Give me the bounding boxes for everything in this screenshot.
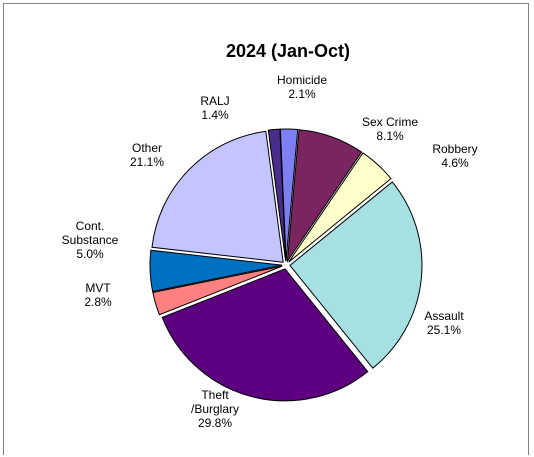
slice-labels: Homicide 2.1% Sex Crime 8.1% Robbery 4.6% Assa… bbox=[62, 73, 478, 430]
slice-robbery bbox=[288, 152, 392, 263]
slice-label: Assault 25.1% bbox=[424, 309, 464, 337]
slice-label: Robbery 4.6% bbox=[432, 142, 477, 170]
slice-label: Theft/Burglary 29.8% bbox=[191, 388, 239, 430]
slice-sex-crime bbox=[286, 129, 363, 264]
slice-label: Homicide 2.1% bbox=[277, 73, 327, 101]
slice-label: Sex Crime 8.1% bbox=[362, 115, 418, 143]
slice-label: MVT 2.8% bbox=[84, 281, 112, 309]
slice-other bbox=[151, 130, 284, 263]
slice-label: Other 21.1% bbox=[130, 141, 164, 169]
slice-ralj bbox=[267, 128, 287, 262]
slice-label: Cont. Substance 5.0% bbox=[62, 219, 119, 261]
slice-assault bbox=[289, 181, 423, 369]
pie-slices bbox=[149, 128, 423, 402]
slice-cont-substance bbox=[149, 249, 283, 293]
slice-mvt bbox=[152, 265, 283, 316]
slice-theft-burglary bbox=[161, 268, 369, 402]
slice-label: RALJ 1.4% bbox=[200, 94, 229, 122]
chart-title: 2024 (Jan-Oct) bbox=[226, 41, 350, 61]
